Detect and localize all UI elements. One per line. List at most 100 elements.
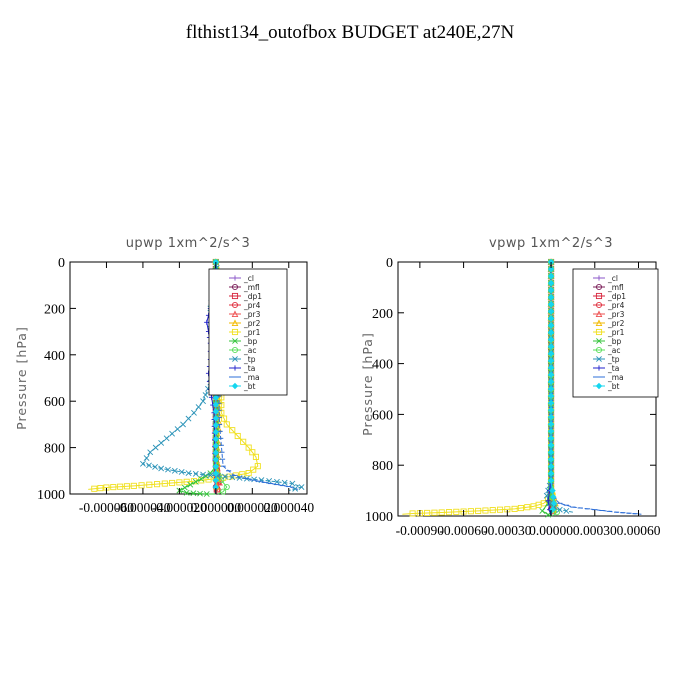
x-tick-label: -0.00060 (439, 523, 488, 538)
series-tp-marker (152, 444, 159, 451)
legend-label: _tp (243, 355, 256, 364)
legend-box (572, 268, 659, 398)
series-tp-marker (185, 415, 192, 422)
series-tp-marker (169, 430, 176, 437)
legend-label: _ma (607, 373, 624, 382)
series-pr1-marker (220, 415, 228, 422)
legend-label: _cl (607, 274, 618, 283)
series-pr1-marker (154, 481, 161, 488)
series-bt-marker (547, 427, 555, 435)
series-pr1-marker (496, 506, 504, 513)
series-pr1-marker (97, 485, 104, 492)
series-pr1-marker (530, 503, 537, 510)
legend-marker (596, 356, 602, 362)
legend-marker (596, 338, 602, 344)
series-tp-marker (289, 480, 296, 487)
legend-label: _ac (607, 346, 620, 355)
series-pr1-marker (91, 485, 98, 492)
series-tp-marker (158, 440, 165, 446)
legend-label: _pr4 (607, 301, 625, 310)
x-tick-label: 0.00060 (617, 523, 661, 538)
legend-label: _bt (243, 382, 256, 391)
legend-marker (595, 283, 603, 291)
x-tick-label: -0.000060 (79, 500, 134, 515)
plot-border (69, 261, 308, 495)
series-pr1-marker (245, 470, 252, 477)
series-bt-marker (550, 493, 557, 501)
series-ta-marker (545, 498, 551, 504)
legend-label: _mfl (243, 283, 260, 292)
series-bp-marker (203, 491, 210, 497)
series-tp-marker (292, 485, 299, 492)
series-bt-marker (212, 463, 220, 470)
series-pr1-marker (409, 510, 416, 517)
series-layer (402, 258, 642, 518)
series-bt-marker (212, 408, 220, 415)
legend-marker (595, 292, 603, 300)
series-bt-marker (212, 415, 220, 422)
series-tp-marker (274, 478, 280, 485)
y-tick-label: 600 (372, 408, 393, 423)
series-tp-marker (556, 506, 563, 513)
y-tick-label: 600 (44, 395, 65, 410)
series-pr1-marker (517, 504, 524, 512)
series-bt-marker (550, 500, 558, 507)
series-bp-marker (539, 508, 546, 514)
legend-label: _tp (607, 355, 620, 364)
series-bp-marker (197, 490, 203, 497)
series-pr1-marker (254, 463, 261, 470)
series-pr1-marker (223, 421, 230, 428)
series-pr1-marker (424, 509, 431, 517)
legend-marker (231, 301, 239, 309)
series-tp-marker (281, 479, 288, 486)
series-pr1-marker (445, 509, 453, 516)
tick-layer: 0 200 400 600 800 1000-0.00090-0.00060-0.0003… (365, 256, 661, 538)
tick-layer: 0 200 400 600 800 1000 -0.000060-0.000040-0.00… (37, 256, 314, 515)
x-tick-label: 0.00000 (529, 523, 573, 538)
series-tp-marker (180, 421, 186, 428)
series-pr1-marker (475, 507, 482, 514)
x-tick-label: -0.000040 (115, 500, 170, 515)
series-tp-marker (147, 449, 154, 456)
legend-marker (231, 382, 239, 390)
page-title: flthist134_outofbox BUDGET at240E,27N (185, 22, 515, 43)
series-tp-marker (195, 404, 202, 410)
series-pr1-marker (123, 483, 131, 490)
series-tp-marker (202, 392, 209, 398)
series-bt-marker (547, 279, 555, 287)
series-pr1-marker (453, 508, 460, 515)
series-pr1-marker (240, 438, 247, 445)
series-pr1-marker (524, 504, 531, 511)
legend-marker (231, 292, 239, 300)
series-tp-marker (143, 455, 150, 461)
x-tick-label: -0.000020 (152, 500, 207, 515)
upwp-chart: upwp 1xm^2/s^3 Pressure [hPa] 0 200 400 600… (14, 236, 314, 515)
series-bt-marker (547, 406, 555, 414)
chart-title: upwp 1xm^2/s^3 (126, 236, 251, 251)
legend-marker (232, 365, 238, 371)
legend: _cl_mfl_dp1_pr4_pr3_pr2_pr1_bp_ac_tp_ta_… (572, 268, 659, 398)
legend-label: _pr2 (607, 319, 625, 328)
legend-label: _mfl (607, 283, 624, 292)
series-bt-marker (212, 456, 220, 463)
series-tp-marker (158, 465, 165, 472)
legend-marker (595, 346, 603, 354)
series-bp-marker (183, 489, 190, 496)
series-bp-marker (181, 484, 188, 491)
legend-label: _cl (243, 274, 254, 283)
legend-box (208, 268, 288, 396)
y-tick-label: 200 (44, 302, 65, 317)
series-pr1-marker (438, 509, 445, 516)
legend-label: _bp (243, 337, 258, 346)
series-tp-marker (185, 470, 192, 477)
series-pr1-marker (110, 484, 117, 491)
series-bp-marker (198, 476, 205, 482)
series-bp-marker (192, 478, 199, 485)
series-bt-marker (547, 392, 555, 400)
series-tp-marker (191, 409, 197, 416)
legend-label: _pr3 (607, 310, 625, 319)
series-bt-marker (547, 371, 555, 378)
series-bt-marker (547, 301, 555, 308)
x-tick-label: 0.00030 (573, 523, 617, 538)
y-tick-label: 800 (44, 442, 65, 457)
